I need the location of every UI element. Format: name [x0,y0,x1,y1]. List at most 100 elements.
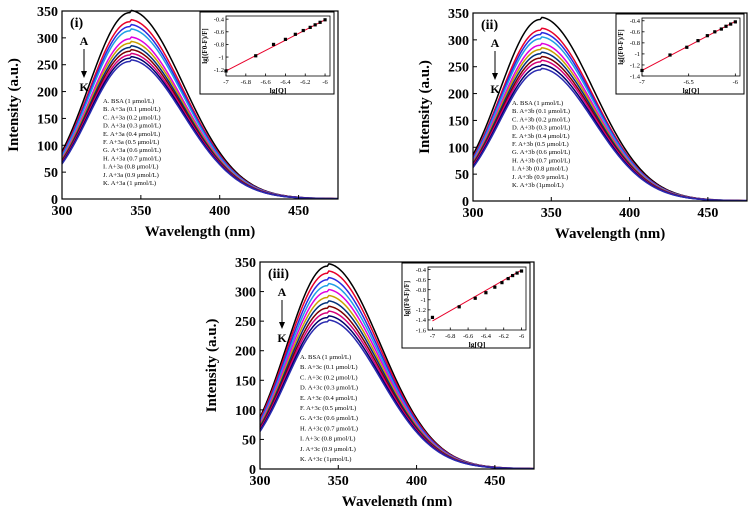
legend-entry: H. A+3a (0.7 μmol/L) [103,155,161,162]
arrow-head-icon [492,73,498,80]
arrow-start-label: A [278,285,287,299]
inset-y-tick-label: -1.2 [630,62,640,69]
arrow-end-label: K [490,82,500,96]
inset-data-point [493,285,497,289]
inset-y-tick-label: -1.2 [214,67,224,74]
x-tick-label: 300 [250,474,271,489]
legend-entry: F. A+3a (0.5 μmol/L) [103,139,159,146]
inset-plot: -7 -6.8 -6.6 -6.4 -6.2 -6 -1.2 -1 -0.8 -0.6 -0.4 lg… [199,11,335,95]
y-tick-label: 250 [448,61,469,76]
inset-data-point [318,20,322,24]
legend-entry: G. A+3b (0.6 μmol/L) [512,149,570,156]
inset-data-point [301,28,305,33]
x-tick-label: 300 [463,206,484,221]
y-tick-label: 0 [51,193,58,208]
inset-data-point [511,273,515,278]
legend-entry: B. A+3a (0.1 μmol/L) [103,106,161,113]
inset-x-tick-label: -7 [639,79,645,86]
y-axis-label: Intensity (a.u.) [417,60,433,154]
legend-entry: K. A+3c (1μmol/L) [300,456,351,463]
inset-y-tick-label: -0.6 [214,29,225,36]
y-tick-label: 150 [235,374,256,389]
spectrum-panel-2: 0 50 100 150 200 250 300 350 300 350 400 450 Wavelen… [417,7,748,242]
inset-data-point [457,305,461,309]
arrow-head-icon [279,322,285,329]
inset-y-label: lg[(F0-F)/F] [201,28,209,63]
x-tick-label: 350 [541,206,562,221]
inset-y-tick-label: -1 [219,54,224,61]
legend-entry: J. A+3a (0.9 μmol/L) [103,172,159,179]
inset-data-point [668,53,672,57]
inset-fit-line [225,19,326,72]
legend-entry: A. BSA (1 μmol/L) [512,100,563,107]
inset-data-point [705,34,709,38]
plot-frame [61,10,339,200]
legend-entry: K. A+3a (1 μmol/L) [103,180,156,187]
inset-y-tick-label: -0.4 [630,18,641,25]
spectrum-panel-1: 0 50 100 150 200 250 300 350 300 350 400 450 Wavelen… [6,5,339,240]
arrow-start-label: A [491,36,500,50]
legend-entry: F. A+3b (0.5 μmol/L) [512,141,569,148]
inset-x-tick-label: -6.6 [463,333,474,340]
inset-data-point [713,30,717,34]
inset-y-tick-label: -0.4 [214,16,225,23]
inset-data-point [724,24,728,28]
legend-entry: H. A+3c (0.7 μmol/L) [300,425,358,432]
y-tick-label: 0 [249,463,256,478]
inset-x-tick-label: -6 [322,79,328,86]
inset-x-tick-label: -6.4 [481,333,492,340]
inset-frame [199,11,335,95]
inset-x-tick-label: -6.8 [445,333,455,340]
spectrum-panel-3: 0 50 100 150 200 250 300 350 300 350 400 450 Wavelen… [204,256,535,506]
inset-y-tick-label: -1.2 [416,307,426,314]
y-tick-label: 0 [462,195,469,210]
series-line-11 [61,59,339,200]
y-tick-label: 200 [448,88,469,103]
legend-entry: B. A+3c (0.1 μmol/L) [300,364,358,371]
panel-label: (iii) [268,267,289,282]
legend-entry: C. A+3b (0.2 μmol/L) [512,116,570,123]
inset-data-point [696,39,700,43]
inset-y-label: lg[(F0-F)/F] [403,281,411,316]
y-axis-label: Intensity (a.u.) [204,319,220,413]
inset-x-tick-label: -6.2 [300,79,310,86]
series-line-11 [259,319,535,470]
y-tick-label: 150 [37,112,58,127]
y-tick-label: 100 [37,139,58,154]
inset-y-tick-label: -1 [421,297,426,304]
legend: A. BSA (1 μmol/L) B. A+3c (0.1 μmol/L) C. … [300,354,358,463]
y-axis-label: Intensity (a.u.) [6,58,22,152]
y-tick-label: 50 [242,433,256,448]
inset-x-tick-label: -6 [519,333,525,340]
inset-y-label: lg[(F0-F)/F] [617,29,625,64]
x-tick-label: 400 [619,206,640,221]
legend-entry: I. A+3c (0.8 μmol/L) [300,436,355,443]
inset-x-tick-label: -6.6 [260,79,271,86]
inset-x-tick-label: -7 [430,333,436,340]
y-tick-label: 300 [448,34,469,49]
legend-entry: E. A+3c (0.4 μmol/L) [300,395,357,402]
inset-x-tick-label: -6.5 [684,79,694,86]
x-axis-label: Wavelength (nm) [555,226,665,242]
inset-data-point [313,23,317,27]
y-tick-label: 100 [448,141,469,156]
y-tick-label: 200 [235,345,256,360]
plot-frame [259,261,535,470]
inset-data-point [685,45,689,49]
y-tick-label: 350 [448,7,469,22]
y-tick-label: 200 [37,86,58,101]
legend-entry: K. A+3b (1μmol/L) [512,182,564,189]
legend-entry: I. A+3b (0.8 μmol/L) [512,166,568,173]
plot-frame [472,12,748,202]
inset-y-tick-label: -0.8 [214,42,224,49]
inset-y-tick-label: -0.6 [630,29,641,36]
inset-frame [615,13,745,95]
inset-y-tick-label: -1.4 [416,317,427,324]
y-tick-label: 350 [235,256,256,271]
y-tick-label: 300 [235,286,256,301]
legend: A. BSA (1 μmol/L)B. A+3a (0.1 μmol/L)C. … [103,98,161,187]
inset-data-point [473,296,477,300]
inset-axes [225,15,331,77]
inset-x-tick-label: -7 [223,79,229,86]
